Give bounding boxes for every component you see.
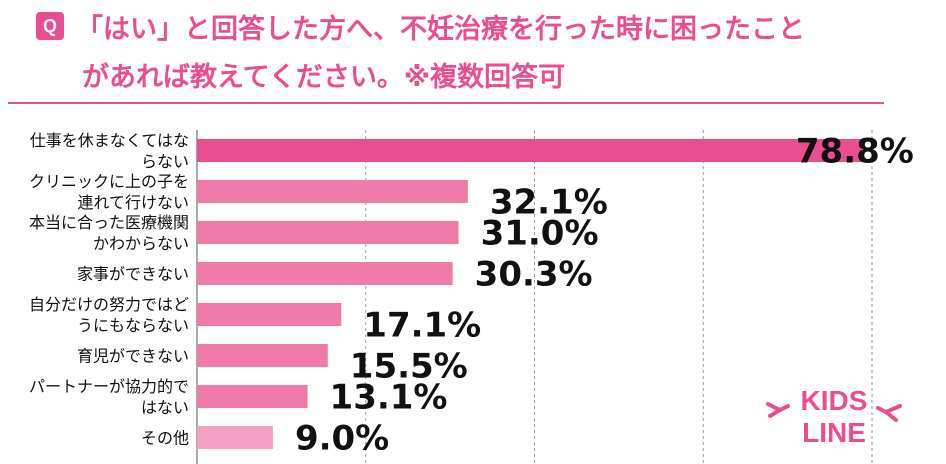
category-label-6-line-1: 育児ができない xyxy=(77,347,189,366)
value-label-2: 32.1% xyxy=(490,183,608,223)
category-label-3-line-1: 本当に合った医療機関 xyxy=(29,213,189,232)
category-label-7-line-2: はない xyxy=(141,398,189,417)
bar-3 xyxy=(197,221,459,244)
kidsline-logo: KIDS LINE xyxy=(766,385,902,448)
category-label-4-line-1: 家事ができない xyxy=(77,265,189,284)
value-label-1: 78.8% xyxy=(796,132,914,172)
bar-4 xyxy=(197,262,453,285)
bar-5 xyxy=(197,303,342,326)
logo-text-line: LINE xyxy=(802,417,866,448)
value-label-8: 9.0% xyxy=(295,419,389,459)
logo-text-kids: KIDS xyxy=(801,385,868,416)
question-text: 「はい」と回答した方へ、不妊治療を行った時に困ったこと があれば教えてください。… xyxy=(76,6,936,102)
value-label-4: 30.3% xyxy=(475,255,593,295)
category-label-1-line-2: らない xyxy=(141,152,189,171)
category-label-2-line-2: 連れて行けない xyxy=(77,193,189,212)
header-divider xyxy=(8,102,884,104)
category-label-3-line-2: かわからない xyxy=(93,234,189,253)
category-label-8-line-1: その他 xyxy=(141,429,189,448)
category-label-1-line-1: 仕事を休まなくてはな xyxy=(30,131,189,150)
bar-6 xyxy=(197,344,328,367)
category-label-7-line-1: パートナーが協力的で xyxy=(29,377,189,396)
question-line-2: があれば教えてください。※複数回答可 xyxy=(82,62,566,93)
value-label-6: 15.5% xyxy=(350,347,468,387)
bar-8 xyxy=(197,426,273,449)
bar-7 xyxy=(197,385,308,408)
category-label-5-line-1: 自分だけの努力ではど xyxy=(29,295,189,314)
bar-1 xyxy=(197,139,862,162)
value-label-5: 17.1% xyxy=(363,306,481,346)
question-badge: Q xyxy=(36,12,64,40)
question-line-1: 「はい」と回答した方へ、不妊治療を行った時に困ったこと xyxy=(76,14,805,45)
value-label-7: 13.1% xyxy=(330,378,448,418)
value-label-3: 31.0% xyxy=(481,214,599,254)
bar-2 xyxy=(197,180,468,203)
category-label-5-line-2: うにもならない xyxy=(77,316,189,335)
category-label-2-line-1: クリニックに上の子を xyxy=(29,172,189,191)
